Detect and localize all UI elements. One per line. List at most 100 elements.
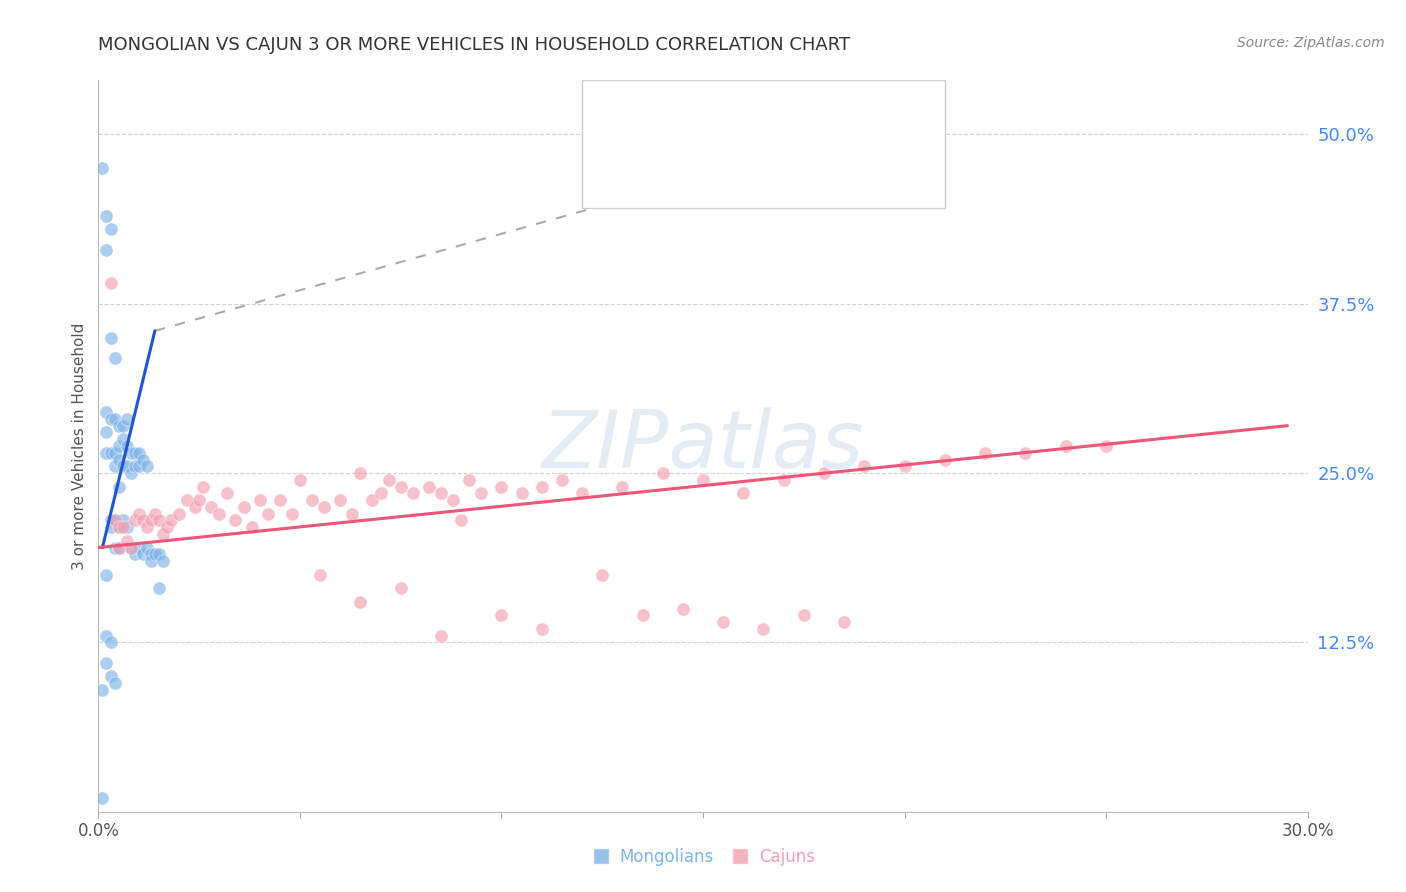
Point: [128, 446, 150, 460]
Point: [184, 500, 207, 514]
Point: [148, 514, 170, 528]
Point: [217, 486, 239, 500]
Point: [200, 500, 222, 514]
Point: [349, 595, 371, 609]
Point: [135, 520, 157, 534]
Point: [551, 473, 574, 487]
Point: [107, 520, 129, 534]
Point: [1054, 439, 1077, 453]
Point: [389, 581, 412, 595]
Point: [813, 466, 835, 480]
Point: [389, 480, 412, 494]
Point: [139, 554, 162, 568]
Point: [139, 547, 162, 561]
Point: [120, 446, 142, 460]
Point: [100, 446, 122, 460]
Point: [143, 507, 166, 521]
Point: [107, 541, 129, 555]
Point: [430, 629, 453, 643]
Text: ZIPatlas: ZIPatlas: [541, 407, 865, 485]
Point: [491, 608, 513, 623]
Point: [100, 635, 122, 649]
Point: [1014, 446, 1036, 460]
Point: [103, 514, 125, 528]
Point: [135, 541, 157, 555]
Point: [100, 331, 122, 345]
Point: [418, 480, 440, 494]
Point: [692, 473, 714, 487]
Text: MONGOLIAN VS CAJUN 3 OR MORE VEHICLES IN HOUSEHOLD CORRELATION CHART: MONGOLIAN VS CAJUN 3 OR MORE VEHICLES IN…: [98, 36, 851, 54]
Point: [96, 567, 118, 582]
Point: [733, 486, 755, 500]
Point: [96, 425, 118, 440]
Point: [470, 486, 492, 500]
Point: [96, 243, 118, 257]
Point: [441, 493, 464, 508]
Point: [240, 520, 263, 534]
Point: [115, 520, 138, 534]
Point: [107, 439, 129, 453]
Point: [103, 541, 125, 555]
Point: [107, 520, 129, 534]
Point: [100, 520, 122, 534]
Point: [91, 682, 114, 697]
Point: [120, 466, 142, 480]
Point: [124, 514, 146, 528]
Point: [450, 514, 472, 528]
Point: [458, 473, 481, 487]
Point: [96, 656, 118, 670]
Point: [139, 514, 162, 528]
Point: [115, 439, 138, 453]
Point: [314, 500, 336, 514]
Point: [96, 629, 118, 643]
Point: [193, 480, 215, 494]
Point: [124, 446, 146, 460]
Point: [111, 418, 134, 433]
Point: [491, 480, 513, 494]
Point: [752, 622, 775, 636]
Point: [208, 507, 231, 521]
Point: [103, 446, 125, 460]
Point: [672, 601, 695, 615]
Point: [107, 452, 129, 467]
Point: [309, 567, 332, 582]
Point: [132, 547, 155, 561]
Point: [111, 459, 134, 474]
Point: [128, 507, 150, 521]
Point: [100, 412, 122, 426]
Point: [974, 446, 997, 460]
Point: [115, 459, 138, 474]
Point: [152, 554, 174, 568]
Point: [107, 418, 129, 433]
Point: [281, 507, 304, 521]
Point: [143, 547, 166, 561]
Point: [103, 514, 125, 528]
Point: [651, 466, 673, 480]
Point: [96, 209, 118, 223]
Point: [853, 459, 876, 474]
Point: [430, 486, 453, 500]
Point: [160, 514, 183, 528]
Point: [377, 473, 399, 487]
Point: [115, 533, 138, 548]
Point: [120, 541, 142, 555]
Point: [100, 222, 122, 236]
Point: [224, 514, 246, 528]
Point: [530, 480, 553, 494]
Point: [591, 567, 613, 582]
Point: [510, 486, 533, 500]
Point: [96, 446, 118, 460]
Point: [103, 676, 125, 690]
Point: [103, 351, 125, 365]
Point: [124, 547, 146, 561]
Point: [107, 480, 129, 494]
Point: [111, 520, 134, 534]
Point: [793, 608, 815, 623]
Point: [631, 608, 654, 623]
Point: [103, 412, 125, 426]
Point: [120, 541, 142, 555]
Point: [934, 452, 956, 467]
Point: [100, 669, 122, 683]
Point: [711, 615, 734, 629]
Point: [91, 161, 114, 176]
